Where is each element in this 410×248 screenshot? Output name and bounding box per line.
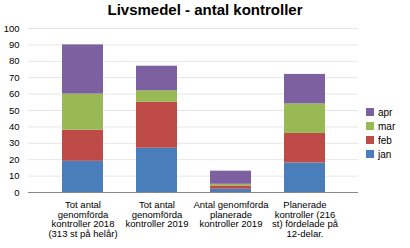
svg-text:0: 0	[14, 187, 19, 198]
html-text:mar: mar	[378, 120, 396, 132]
svg-text:20: 20	[9, 154, 20, 165]
svg-text:90: 90	[9, 39, 20, 50]
svg-text:100: 100	[4, 23, 20, 34]
svg-text:Tot antalgenomfördakontroller: Tot antalgenomfördakontroller 2018(313 s…	[48, 199, 117, 239]
svg-text:80: 80	[9, 55, 20, 66]
html-text:feb: feb	[378, 134, 392, 146]
svg-text:40: 40	[9, 121, 20, 132]
svg-text:70: 70	[9, 72, 20, 83]
html-text:jan: jan	[378, 148, 392, 160]
html-text:apr: apr	[378, 106, 393, 118]
svg-text:30: 30	[9, 137, 20, 148]
svg-text:Antal genomfördaplaneradekontr: Antal genomfördaplaneradekontroller 2019	[194, 199, 270, 229]
svg-text:50: 50	[9, 105, 20, 116]
svg-text:Planeradekontroller (216st) fö: Planeradekontroller (216st) fördelade på…	[272, 199, 339, 239]
svg-text:60: 60	[9, 88, 20, 99]
html-text:Livsmedel - antal kontroller: Livsmedel - antal kontroller	[107, 1, 303, 18]
svg-text:Tot antalgenomfördakontroller: Tot antalgenomfördakontroller 2019	[126, 199, 189, 229]
svg-text:10: 10	[9, 170, 20, 181]
